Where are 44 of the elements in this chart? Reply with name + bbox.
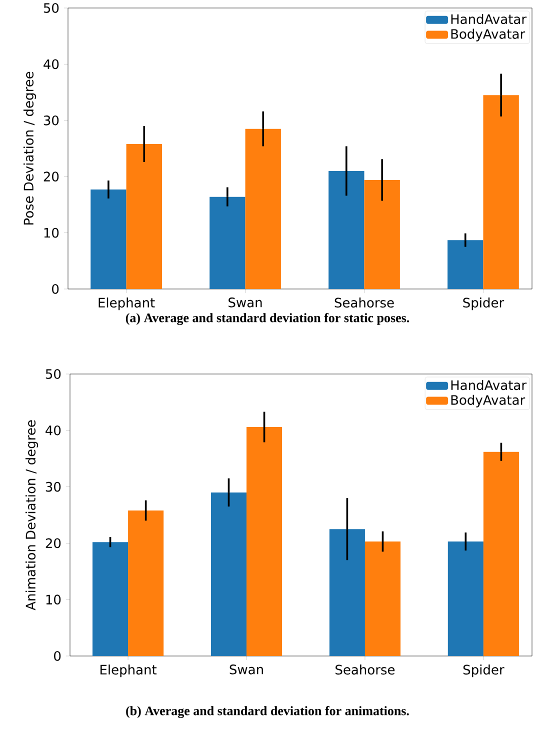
y-tick-label: 50 (44, 3, 59, 13)
y-tick-label: 10 (44, 228, 59, 238)
y-axis-title: Pose Deviation / degree (23, 72, 36, 225)
bar (245, 128, 281, 289)
x-tick-label: Seahorse (334, 298, 394, 308)
bar (364, 180, 400, 289)
bar (483, 95, 519, 289)
bar (92, 542, 128, 656)
y-tick-label: 40 (46, 425, 61, 436)
legend-label: HandAvatar (451, 14, 527, 24)
x-tick-label: Spider (463, 298, 504, 310)
y-axis-title: Animation Deviation / degree (25, 420, 38, 610)
x-tick-label: Swan (230, 664, 263, 674)
text: (a) Average and standard deviation for static poses. (126, 312, 410, 326)
bar (246, 427, 282, 656)
y-tick-label: 10 (46, 594, 61, 605)
bar (128, 510, 164, 656)
bar (329, 529, 365, 656)
bar (483, 452, 519, 656)
y-tick-label: 50 (46, 369, 61, 379)
bar (210, 196, 246, 289)
bar (210, 492, 247, 656)
legend-label: BodyAvatar (451, 394, 526, 408)
y-tick-label: 30 (46, 482, 61, 492)
y-tick-label: 20 (44, 172, 59, 182)
legend-label: BodyAvatar (451, 28, 526, 42)
y-tick-label: 0 (54, 651, 61, 661)
x-tick-label: Elephant (100, 664, 157, 678)
bar (328, 170, 364, 289)
y-tick-label: 40 (44, 59, 59, 70)
bar (364, 542, 401, 656)
y-tick-label: 20 (46, 538, 61, 548)
bar (448, 240, 484, 289)
text: (b) Average and standard deviation for animations. (126, 706, 409, 718)
y-tick-label: 0 (52, 284, 59, 294)
bar (448, 542, 484, 656)
bar (126, 144, 162, 289)
legend-label: HandAvatar (451, 380, 527, 390)
y-tick-label: 30 (44, 115, 59, 126)
x-tick-label: Seahorse (336, 664, 395, 675)
x-tick-label: Spider (463, 664, 504, 678)
x-tick-label: Elephant (98, 298, 155, 310)
bar (90, 190, 126, 289)
x-tick-label: Swan (228, 298, 262, 308)
